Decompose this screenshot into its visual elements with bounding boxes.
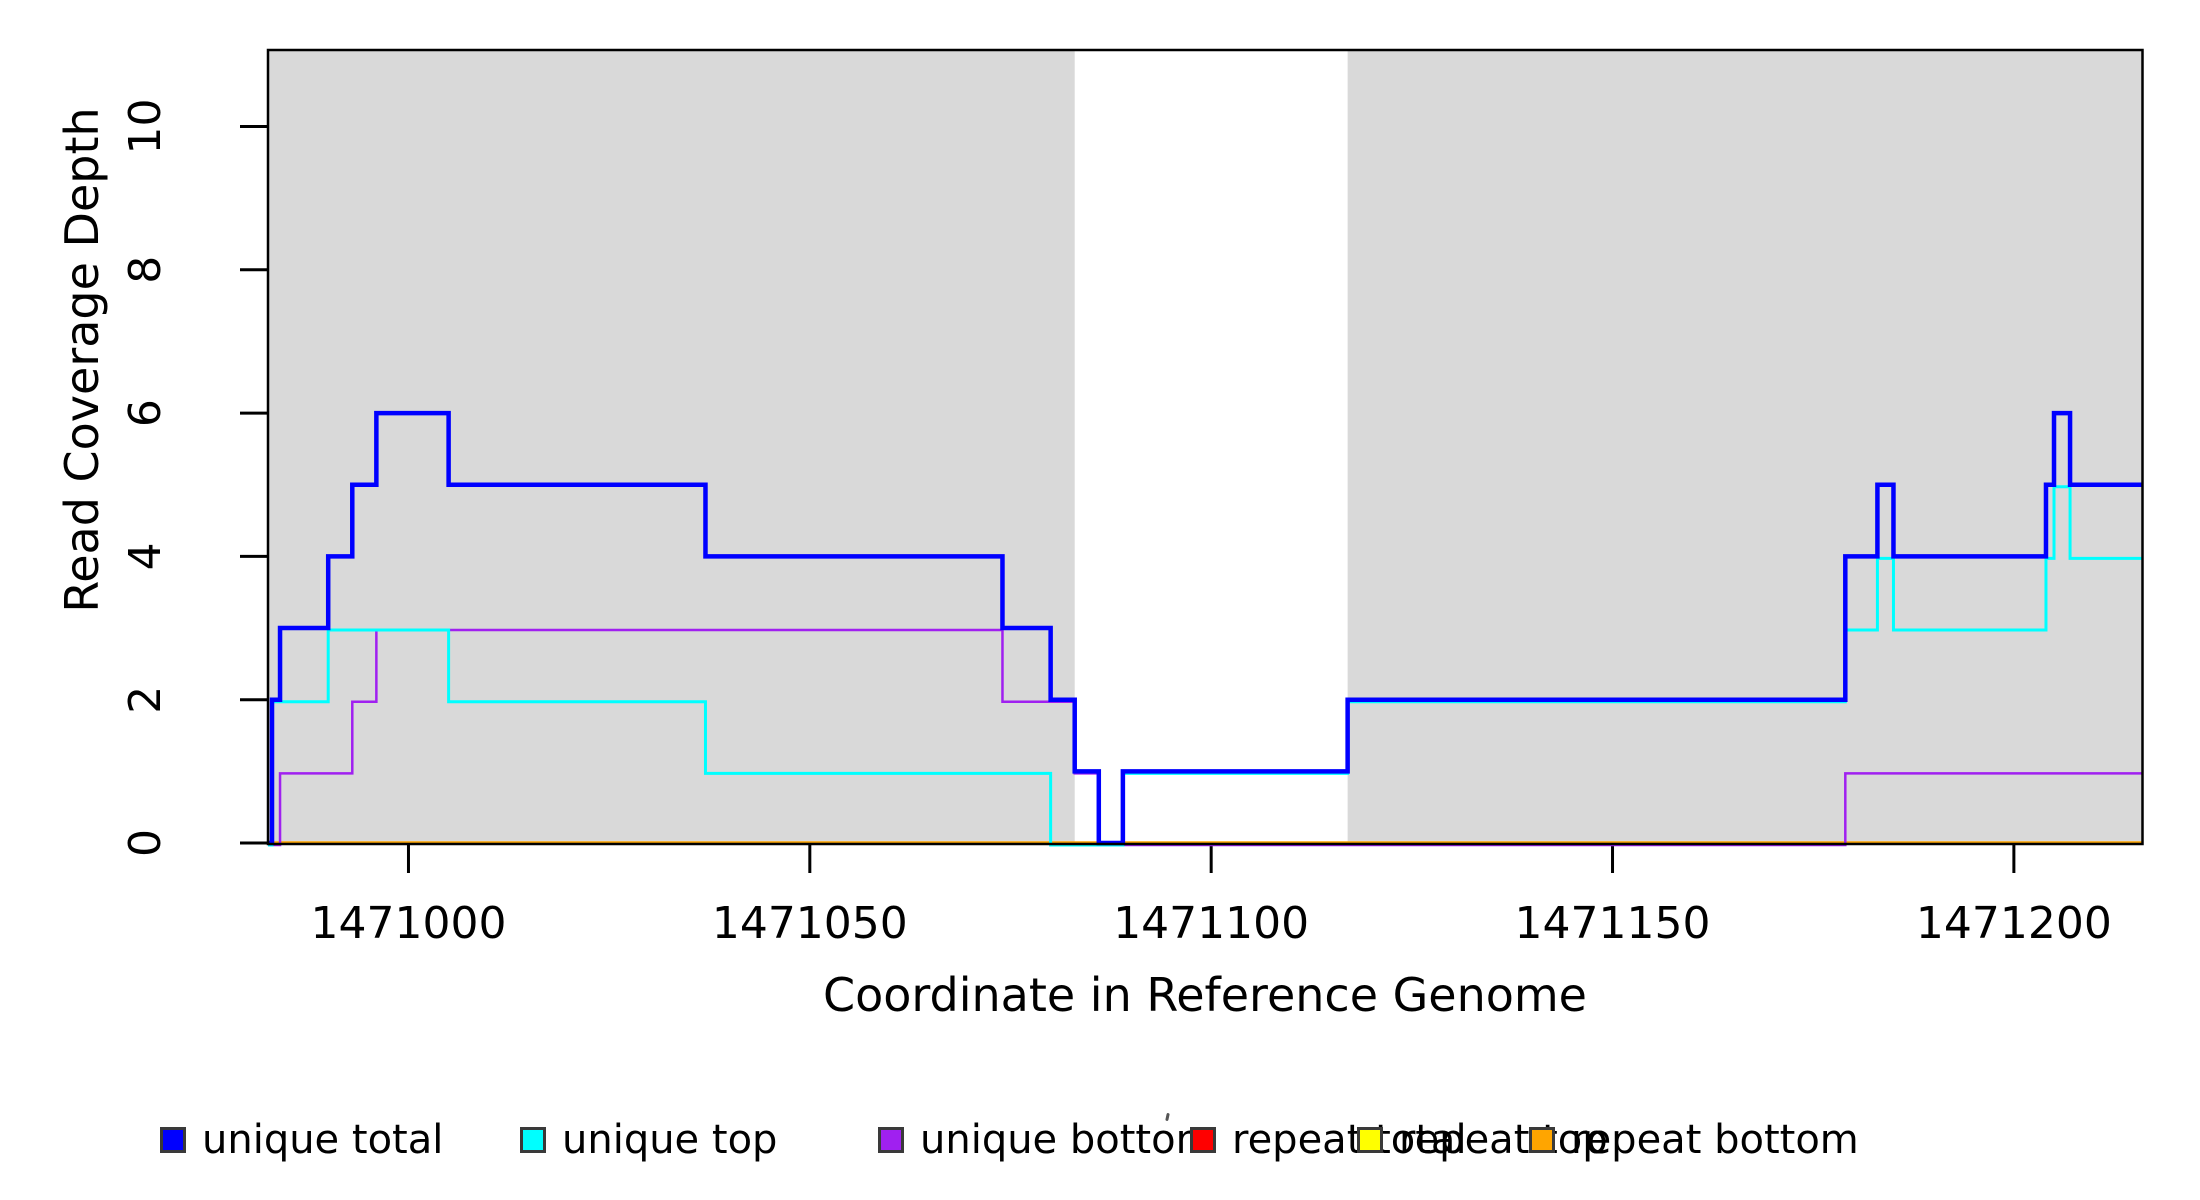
legend-swatch-unique-total: [160, 1127, 186, 1153]
series-line-unique-total: [268, 410, 2143, 846]
shaded-region: [268, 50, 1075, 844]
y-tick-label: 8: [120, 256, 171, 284]
legend-item-unique-top: unique top: [520, 1120, 777, 1160]
x-tick-label: 1471000: [310, 898, 506, 949]
y-tick-label: 6: [120, 399, 171, 427]
x-tick-label: 1471150: [1515, 898, 1711, 949]
legend-swatch-repeat-total: [1190, 1127, 1216, 1153]
legend-item-repeat-top: repeat top: [1357, 1120, 1608, 1160]
legend-swatch-repeat-bottom: [1529, 1127, 1555, 1153]
plot-border: [266, 48, 2144, 846]
legend-label: unique top: [562, 1117, 778, 1163]
x-tick-label: 1471050: [712, 898, 908, 949]
y-axis-title: Read Coverage Depth: [55, 107, 109, 613]
legend-swatch-unique-top: [520, 1127, 546, 1153]
legend-item-repeat-bottom: repeat bottom: [1529, 1120, 1859, 1160]
y-tick-label: 10: [120, 99, 171, 155]
legend-swatch-repeat-top: [1357, 1127, 1383, 1153]
y-tick-label: 4: [120, 542, 171, 570]
y-tick-label: 0: [120, 829, 171, 857]
legend-label: unique bottom: [920, 1117, 1215, 1163]
x-tick-label: 1471200: [1916, 898, 2112, 949]
legend-label: repeat bottom: [1571, 1117, 1859, 1163]
shaded-region: [1347, 50, 2143, 844]
legend-label: repeat top: [1399, 1117, 1608, 1163]
legend-label: repeat total: [1232, 1117, 1467, 1163]
legend-item-unique-total: unique total: [160, 1120, 443, 1160]
legend-item-unique-bottom: unique bottom: [878, 1120, 1215, 1160]
legend-label: unique total: [202, 1117, 444, 1163]
x-tick-label: 1471100: [1113, 898, 1309, 949]
x-axis-title: Coordinate in Reference Genome: [823, 968, 1587, 1022]
y-tick-label: 2: [120, 686, 171, 714]
legend-item-repeat-total: repeat total: [1190, 1120, 1467, 1160]
legend-swatch-unique-bottom: [878, 1127, 904, 1153]
